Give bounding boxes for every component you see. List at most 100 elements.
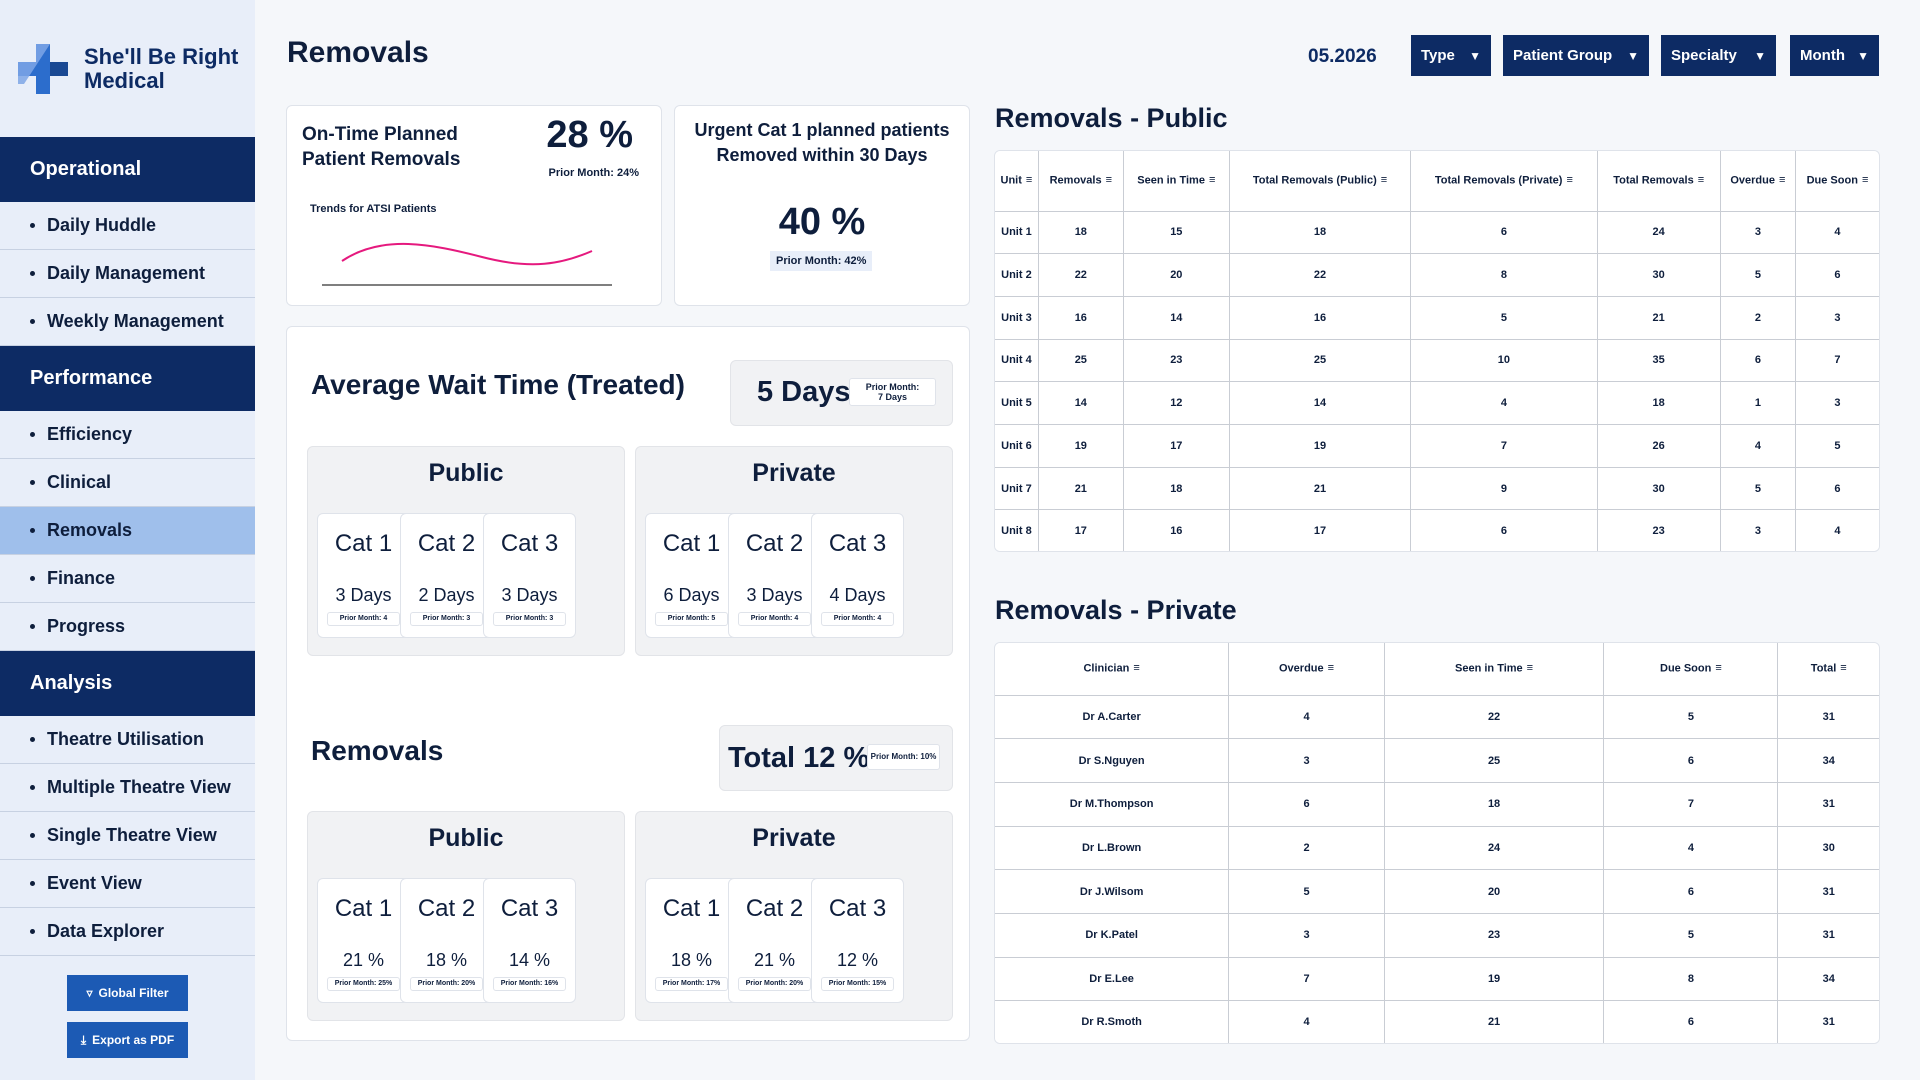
column-header-label: Total [1810,662,1837,675]
sort-icon[interactable]: ≡ [1861,174,1869,187]
column-header-due-soon[interactable]: Due Soon ≡ [1603,643,1779,696]
kpi-ontime-title-line2: Patient Removals [302,149,461,170]
sort-icon[interactable]: ≡ [1566,174,1573,187]
column-header-removals[interactable]: Removals ≡ [1037,151,1124,212]
column-header-label: Overdue [1730,174,1775,187]
sidebar-item-label: Multiple Theatre View [47,777,231,797]
export-pdf-button[interactable]: ⤓ Export as PDF [67,1022,188,1058]
sidebar-item-finance[interactable]: Finance [0,555,255,603]
table-row[interactable]: Unit 8 17 16 17 6 23 3 4 [995,509,1879,551]
table-cell: 30 [1777,825,1879,871]
table-cell: 30 [1596,466,1721,511]
filter-month[interactable]: Month ▼ [1790,35,1879,76]
table-cell: 20 [1383,869,1605,915]
sidebar-item-removals[interactable]: Removals [0,507,255,555]
table-row[interactable]: Unit 2 22 20 22 8 30 5 6 [995,253,1879,297]
table-row[interactable]: Dr M.Thompson 6 18 7 31 [995,781,1879,827]
table-cell: 7 [1410,424,1598,468]
sidebar: She'll Be Right Medical Operational Daily… [0,0,255,1080]
column-header-total[interactable]: Total ≡ [1777,643,1879,696]
filter-patient-group[interactable]: Patient Group ▼ [1503,35,1649,76]
wait-time-private-cat-tile: Cat 1 6 Days Prior Month: 5 [645,513,738,638]
sort-icon[interactable]: ≡ [1697,174,1705,187]
table-row[interactable]: Dr E.Lee 7 19 8 34 [995,956,1879,1002]
sort-icon[interactable]: ≡ [1526,662,1534,675]
sort-icon[interactable]: ≡ [1133,662,1140,675]
wait-time-total-prior-line2: 7 Days [877,392,908,402]
table-cell: 3 [1228,738,1385,783]
column-header-total-removals[interactable]: Total Removals ≡ [1596,151,1721,212]
table-row[interactable]: Dr R.Smoth 4 21 6 31 [995,1000,1879,1043]
sidebar-item-progress[interactable]: Progress [0,603,255,651]
table-cell: 22 [1228,253,1412,297]
sidebar-item-daily-huddle[interactable]: Daily Huddle [0,202,255,250]
sidebar-item-theatre-utilisation[interactable]: Theatre Utilisation [0,716,255,764]
column-header-total-removals-private[interactable]: Total Removals (Private) ≡ [1410,151,1598,212]
wait-time-private-cat-name: Cat 2 [745,530,804,557]
wait-time-total-value: 5 Days [757,376,851,408]
removals-public-cat-prior: Prior Month: 16% [493,977,566,991]
nav-section-operational: Operational [0,137,255,202]
sort-icon[interactable]: ≡ [1025,174,1033,187]
table-row[interactable]: Dr A.Carter 4 22 5 31 [995,694,1879,740]
sidebar-item-event-view[interactable]: Event View [0,860,255,908]
sort-icon[interactable]: ≡ [1778,174,1786,187]
column-header-total-removals-public[interactable]: Total Removals (Public) ≡ [1228,151,1412,212]
table-cell: 4 [1794,210,1879,255]
sidebar-item-data-explorer[interactable]: Data Explorer [0,908,255,956]
kpi-urgent-prior: Prior Month: 42% [770,251,873,271]
global-filter-button[interactable]: ▿ Global Filter [67,975,188,1011]
table-row[interactable]: Unit 6 19 17 19 7 26 4 5 [995,424,1879,468]
table-row[interactable]: Unit 7 21 18 21 9 30 5 6 [995,466,1879,511]
column-header-overdue[interactable]: Overdue ≡ [1719,151,1796,212]
column-header-clinician[interactable]: Clinician ≡ [995,643,1230,696]
sidebar-item-clinical[interactable]: Clinical [0,459,255,507]
table-row[interactable]: Dr K.Patel 3 23 5 31 [995,913,1879,958]
sidebar-item-label: Removals [47,520,133,540]
sidebar-item-efficiency[interactable]: Efficiency [0,411,255,459]
brand-name-line1: She'll Be Right [84,43,239,69]
table-row[interactable]: Unit 4 25 23 25 10 35 6 7 [995,338,1879,383]
kpi-ontime-title: On-Time Planned Patient Removals [302,122,460,172]
table-cell: Dr M.Thompson [995,781,1230,827]
table-cell: 4 [1228,1000,1385,1043]
sort-icon[interactable]: ≡ [1840,662,1847,675]
sort-icon[interactable]: ≡ [1105,174,1113,187]
table-row[interactable]: Unit 3 16 14 16 5 21 2 3 [995,295,1879,340]
public-table-title: Removals - Public [995,103,1228,133]
column-header-unit[interactable]: Unit ≡ [995,151,1039,212]
column-header-label: Due Soon [1806,174,1858,187]
column-header-seen-in-time[interactable]: Seen in Time ≡ [1383,643,1605,696]
table-cell: Unit 2 [995,253,1039,297]
filter-specialty[interactable]: Specialty ▼ [1661,35,1776,76]
table-row[interactable]: Unit 1 18 15 18 6 24 3 4 [995,210,1879,255]
table-row[interactable]: Dr S.Nguyen 3 25 6 34 [995,738,1879,783]
bullet-icon [30,881,35,886]
table-row[interactable]: Dr J.Wilsom 5 20 6 31 [995,869,1879,915]
table-row[interactable]: Dr L.Brown 2 24 4 30 [995,825,1879,871]
removals-public-cat-value: 18 % [425,950,468,970]
wait-time-private-cat-prior: Prior Month: 4 [738,612,811,626]
sidebar-item-single-theatre-view[interactable]: Single Theatre View [0,812,255,860]
brand-logo[interactable]: She'll Be Right Medical [0,0,255,137]
filter-type[interactable]: Type ▼ [1411,35,1491,76]
sort-icon[interactable]: ≡ [1327,662,1335,675]
table-row[interactable]: Unit 5 14 12 14 4 18 1 3 [995,381,1879,426]
table-cell: 31 [1777,781,1879,827]
column-header-due-soon[interactable]: Due Soon ≡ [1794,151,1879,212]
sort-icon[interactable]: ≡ [1715,662,1722,675]
column-header-label: Total Removals [1613,174,1694,187]
sort-icon[interactable]: ≡ [1208,174,1216,187]
caret-down-icon: ▼ [1857,48,1869,63]
column-header-overdue[interactable]: Overdue ≡ [1228,643,1385,696]
sort-icon[interactable]: ≡ [1380,174,1388,187]
sidebar-item-weekly-management[interactable]: Weekly Management [0,298,255,346]
table-cell: 7 [1603,781,1779,827]
removals-public-cat-name: Cat 1 [334,895,393,922]
column-header-seen-in-time[interactable]: Seen in Time ≡ [1122,151,1230,212]
sidebar-item-daily-management[interactable]: Daily Management [0,250,255,298]
trend-label: Trends for ATSI Patients [310,203,437,215]
wait-time-private-cat-value: 6 Days [663,585,720,605]
sidebar-item-label: Data Explorer [47,921,165,941]
sidebar-item-multiple-theatre-view[interactable]: Multiple Theatre View [0,764,255,812]
